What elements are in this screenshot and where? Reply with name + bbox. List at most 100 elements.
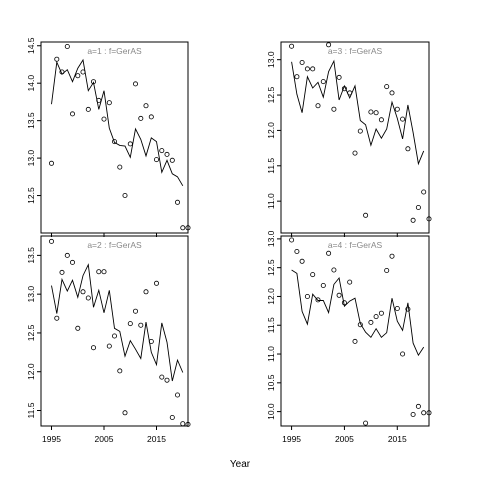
panel-a4: a=4 : f=GerAS 10.0 10.5 11.0 11.5 12.0 12.5 13.…	[266, 230, 432, 444]
y-tick-label: 12.5	[266, 87, 276, 104]
data-point	[185, 225, 191, 231]
y-tick-label: 12.0	[266, 288, 276, 305]
data-point	[148, 114, 154, 120]
panel-title: a=3 : f=GerAS	[328, 46, 383, 56]
y-tick-label: 13.0	[26, 150, 36, 167]
data-point	[64, 252, 70, 258]
data-point	[378, 310, 384, 316]
data-point	[49, 238, 55, 244]
data-point	[117, 368, 123, 374]
y-tick-label: 11.0	[266, 346, 276, 362]
x-tick-label: 1995	[282, 434, 301, 444]
data-point	[294, 74, 300, 80]
data-point	[347, 279, 353, 285]
data-point	[289, 237, 295, 243]
data-point	[304, 66, 310, 72]
y-tick-label: 11.0	[266, 193, 276, 209]
data-point	[368, 109, 374, 115]
y-tick-label: 13.5	[26, 247, 36, 264]
y-tick-label: 12.5	[26, 187, 36, 204]
data-point	[54, 315, 60, 321]
data-point	[159, 148, 165, 154]
data-point	[331, 106, 337, 112]
data-point	[174, 392, 180, 398]
plot-frame	[280, 41, 430, 234]
fitted-line	[291, 269, 425, 357]
data-point	[336, 292, 342, 298]
data-point	[59, 269, 65, 275]
data-point	[326, 42, 332, 48]
data-point	[185, 421, 191, 427]
data-point	[174, 199, 180, 205]
data-point	[389, 90, 395, 96]
data-point	[153, 280, 159, 286]
data-point	[299, 60, 305, 66]
data-point	[400, 351, 406, 357]
data-point	[75, 73, 81, 79]
data-point	[289, 43, 295, 49]
data-point	[117, 164, 123, 170]
data-point	[143, 289, 149, 295]
data-point	[70, 259, 76, 265]
data-point	[320, 282, 326, 288]
data-point	[320, 79, 326, 85]
y-tick-label: 14.0	[26, 75, 36, 92]
y-tick-label: 12.0	[266, 122, 276, 139]
data-point	[331, 267, 337, 273]
data-point	[405, 146, 411, 152]
x-tick-label: 1995	[42, 434, 61, 444]
x-axis-label: Year	[230, 459, 251, 470]
data-point	[132, 308, 138, 314]
plot-frame	[40, 235, 189, 427]
data-point	[159, 374, 165, 380]
data-point	[85, 295, 91, 301]
data-point	[127, 141, 133, 147]
data-point	[127, 321, 133, 327]
x-tick-label: 2015	[147, 434, 166, 444]
data-point	[384, 267, 390, 273]
data-point	[389, 253, 395, 259]
data-point	[326, 250, 332, 256]
y-tick-label: 10.5	[266, 374, 276, 391]
x-tick-label: 2005	[335, 434, 354, 444]
fitted-line	[51, 58, 184, 187]
data-point	[299, 258, 305, 264]
y-tick-label: 13.5	[26, 112, 36, 129]
panel-title: a=1 : f=GerAS	[87, 46, 142, 56]
data-point	[85, 106, 91, 112]
data-point	[410, 411, 416, 417]
data-point	[80, 289, 86, 295]
data-point	[96, 269, 102, 275]
data-point	[164, 151, 170, 157]
y-tick-label: 12.0	[26, 363, 36, 380]
data-point	[357, 128, 363, 134]
data-point	[400, 116, 406, 122]
fitted-line	[291, 59, 425, 166]
y-tick-label: 14.5	[26, 37, 36, 54]
data-point	[138, 115, 144, 121]
panel-a1: a=1 : f=GerAS 12.5 13.0 13.5 14.0 14.5	[26, 37, 191, 237]
y-tick-label: 11.5	[26, 402, 36, 418]
data-point	[122, 410, 128, 416]
data-point	[410, 217, 416, 223]
data-point	[180, 421, 186, 427]
plot-frame	[280, 235, 430, 427]
data-point	[352, 338, 358, 344]
y-tick-label: 11.5	[266, 317, 276, 333]
data-point	[49, 160, 55, 166]
data-point	[415, 403, 421, 409]
data-point	[363, 420, 369, 426]
data-point	[294, 248, 300, 254]
x-tick-label: 2005	[95, 434, 114, 444]
data-point	[91, 345, 97, 351]
data-point	[378, 117, 384, 123]
data-point	[132, 81, 138, 87]
data-point	[373, 110, 379, 116]
data-point	[394, 106, 400, 112]
data-point	[368, 319, 374, 325]
y-tick-label: 12.5	[26, 324, 36, 341]
data-point	[106, 100, 112, 106]
data-point	[180, 225, 186, 231]
data-point	[101, 269, 107, 275]
